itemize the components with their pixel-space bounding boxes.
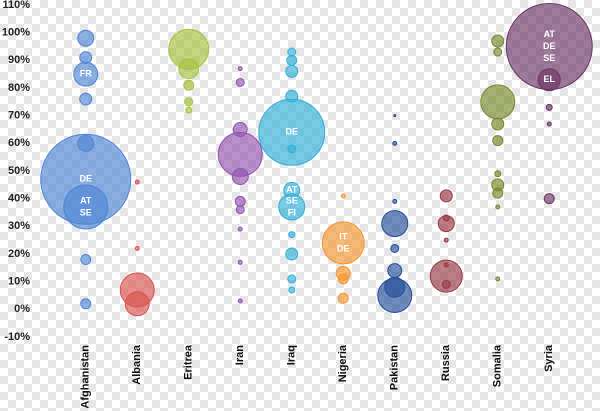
y-tick-label: -10% <box>4 331 30 343</box>
bubble-label: SE <box>80 207 92 217</box>
bubble <box>337 292 349 304</box>
bubble <box>381 210 409 238</box>
y-tick-label: 40% <box>8 193 30 205</box>
bubble <box>491 34 505 48</box>
bubble <box>480 84 516 120</box>
bubble <box>537 68 561 92</box>
bubble <box>390 243 400 253</box>
bubble <box>124 291 150 317</box>
bubble <box>495 276 501 282</box>
bubble <box>73 61 99 87</box>
y-tick-label: 30% <box>8 220 30 232</box>
bubble <box>237 226 243 232</box>
bubble <box>492 187 504 199</box>
bubble <box>183 79 195 91</box>
bubble <box>443 237 449 243</box>
bubble <box>184 97 194 107</box>
bubble <box>491 117 505 131</box>
y-tick-label: 50% <box>8 165 30 177</box>
bubble <box>288 286 296 294</box>
bubble <box>545 103 553 111</box>
bubble-label: IT <box>339 231 348 241</box>
bubble-label: FI <box>288 207 296 217</box>
x-tick-label: Somalia <box>492 344 504 387</box>
bubble <box>134 245 140 251</box>
bubble <box>178 58 200 80</box>
bubble <box>494 170 502 178</box>
bubble-label: DE <box>337 243 350 253</box>
bubble <box>63 184 109 230</box>
bubble <box>80 254 92 266</box>
bubble <box>134 179 140 185</box>
x-tick-label: Albania <box>131 344 143 385</box>
bubble <box>387 263 403 279</box>
bubble <box>392 198 398 204</box>
bubble <box>278 193 306 221</box>
bubble <box>321 221 365 265</box>
bubble-label: DE <box>79 174 92 184</box>
bubble <box>439 189 453 203</box>
bubble <box>231 168 249 186</box>
x-tick-label: Nigeria <box>337 344 349 382</box>
bubble-label: DE <box>285 127 298 137</box>
bubble <box>492 135 504 147</box>
bubble <box>287 144 297 154</box>
y-tick-label: 0% <box>14 303 30 315</box>
x-tick-label: Afghanistan <box>80 345 92 409</box>
bubble-label: AT <box>80 195 92 205</box>
bubble <box>285 64 299 78</box>
y-tick-label: 100% <box>2 27 30 39</box>
bubble <box>495 204 501 210</box>
bubble <box>237 259 243 265</box>
bubble-label: SE <box>286 195 298 205</box>
y-tick-label: 110% <box>2 0 30 11</box>
y-tick-label: 70% <box>8 110 30 122</box>
x-tick-label: Pakistan <box>389 345 401 391</box>
bubble <box>235 205 245 215</box>
bubble-label: DE <box>543 41 556 51</box>
bubble <box>77 29 95 47</box>
y-tick-label: 10% <box>8 276 30 288</box>
bubble <box>258 98 326 166</box>
y-tick-label: 90% <box>8 54 30 66</box>
bubble <box>546 121 552 127</box>
y-tick-label: 80% <box>8 82 30 94</box>
bubble <box>237 298 243 304</box>
x-tick-label: Eritrea <box>183 344 195 380</box>
bubble <box>340 193 346 199</box>
bubble <box>185 106 193 114</box>
bubble <box>377 278 413 313</box>
bubble <box>285 247 299 261</box>
bubble <box>493 47 503 57</box>
bubble <box>441 279 451 289</box>
bubble <box>429 259 463 293</box>
y-tick-label: 60% <box>8 137 30 149</box>
y-tick-label: 20% <box>8 248 30 260</box>
x-tick-label: Syria <box>543 344 555 372</box>
bubble <box>286 54 298 66</box>
x-tick-label: Iran <box>234 345 246 365</box>
bubble <box>543 193 555 205</box>
bubble <box>437 215 455 233</box>
bubble <box>393 114 397 118</box>
bubble <box>235 77 245 87</box>
bubble-label: FR <box>80 69 92 79</box>
bubble <box>237 66 243 72</box>
bubble <box>392 140 398 146</box>
bubble <box>288 231 296 239</box>
bubble-label: AT <box>286 185 298 195</box>
bubble <box>80 298 92 310</box>
x-tick-label: Iraq <box>286 345 298 365</box>
bubble <box>337 273 349 285</box>
bubble <box>79 92 93 106</box>
bubble <box>234 195 246 207</box>
bubble-label: EL <box>543 74 555 84</box>
x-tick-label: Russia <box>440 344 452 381</box>
bubble <box>287 274 297 284</box>
bubble-label: AT <box>544 29 556 39</box>
bubble-label: SE <box>543 53 555 63</box>
